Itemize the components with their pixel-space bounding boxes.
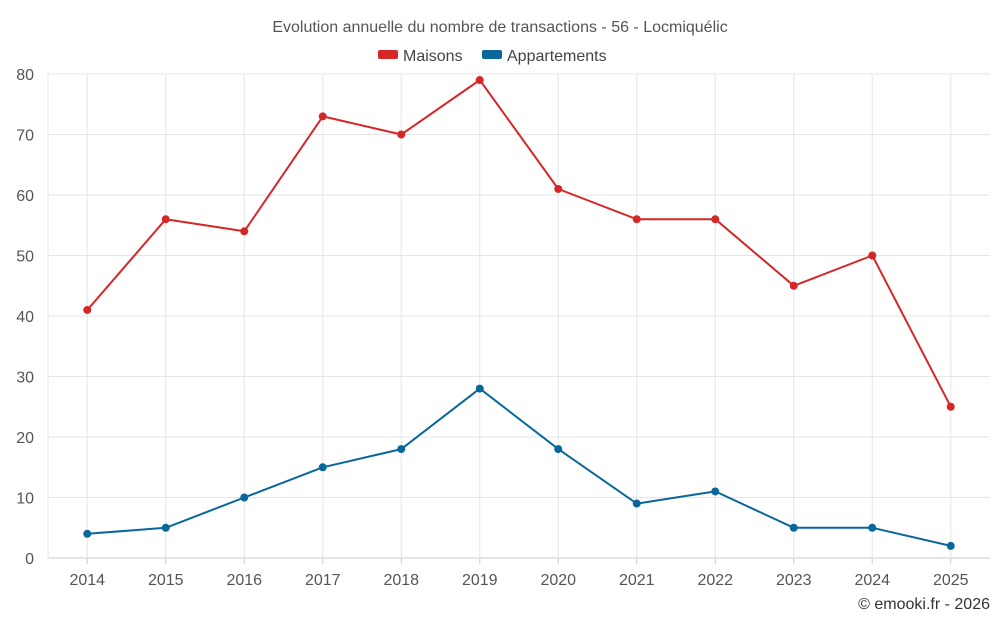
legend: Maisons Appartements <box>378 48 607 65</box>
data-point-appartements-2024[interactable] <box>868 523 877 532</box>
y-tick-label: 0 <box>25 551 34 568</box>
data-point-appartements-2015[interactable] <box>161 523 170 532</box>
data-point-maisons-2016[interactable] <box>240 227 249 236</box>
data-point-maisons-2017[interactable] <box>318 112 327 121</box>
y-tick-label: 50 <box>16 249 34 266</box>
legend-swatch-appartements <box>482 50 502 59</box>
grid <box>47 73 990 559</box>
y-axis: 0 10 20 30 40 50 60 70 80 <box>16 67 34 568</box>
credit-text: © emooki.fr - 2026 <box>858 596 990 613</box>
data-point-appartements-2023[interactable] <box>789 523 798 532</box>
data-point-maisons-2018[interactable] <box>397 130 406 139</box>
data-point-appartements-2022[interactable] <box>711 487 720 496</box>
data-point-maisons-2024[interactable] <box>868 251 877 260</box>
data-point-maisons-2019[interactable] <box>475 76 484 85</box>
x-tick-label: 2017 <box>305 572 341 589</box>
data-point-appartements-2018[interactable] <box>397 445 406 454</box>
data-point-maisons-2015[interactable] <box>161 215 170 224</box>
data-point-maisons-2014[interactable] <box>83 305 92 314</box>
data-point-appartements-2025[interactable] <box>946 541 955 550</box>
chart-title: Evolution annuelle du nombre de transact… <box>272 19 727 36</box>
data-point-appartements-2017[interactable] <box>318 463 327 472</box>
series-points <box>83 76 955 550</box>
data-point-maisons-2021[interactable] <box>632 215 641 224</box>
series-line-appartements <box>87 387 952 547</box>
y-tick-label: 70 <box>16 128 34 145</box>
x-tick-label: 2015 <box>148 572 184 589</box>
y-tick-label: 80 <box>16 67 34 84</box>
x-tick-label: 2025 <box>933 572 969 589</box>
data-point-maisons-2020[interactable] <box>554 184 563 193</box>
y-tick-label: 60 <box>16 188 34 205</box>
y-tick-label: 30 <box>16 370 34 387</box>
data-point-maisons-2022[interactable] <box>711 215 720 224</box>
legend-item-maisons[interactable]: Maisons <box>378 48 463 65</box>
data-point-maisons-2025[interactable] <box>946 402 955 411</box>
legend-item-appartements[interactable]: Appartements <box>482 48 607 65</box>
data-point-appartements-2014[interactable] <box>83 529 92 538</box>
x-tick-label: 2016 <box>226 572 262 589</box>
x-tick-label: 2022 <box>697 572 733 589</box>
x-tick-label: 2014 <box>69 572 105 589</box>
x-tick-label: 2023 <box>776 572 812 589</box>
legend-label-appartements: Appartements <box>507 48 607 65</box>
x-tick-label: 2024 <box>854 572 890 589</box>
y-tick-label: 40 <box>16 309 34 326</box>
data-point-appartements-2019[interactable] <box>475 384 484 393</box>
y-tick-label: 20 <box>16 430 34 447</box>
data-point-appartements-2021[interactable] <box>632 499 641 508</box>
series-lines <box>86 79 952 547</box>
x-tick-label: 2019 <box>462 572 498 589</box>
x-tick-label: 2021 <box>619 572 655 589</box>
x-tick-label: 2018 <box>383 572 419 589</box>
x-tick-label: 2020 <box>540 572 576 589</box>
data-point-maisons-2023[interactable] <box>789 281 798 290</box>
data-point-appartements-2016[interactable] <box>240 493 249 502</box>
y-tick-label: 10 <box>16 491 34 508</box>
legend-swatch-maisons <box>378 50 398 59</box>
series-line-maisons <box>86 79 952 408</box>
x-axis: 2014 2015 2016 2017 2018 2019 2020 2021 2022 2023… <box>69 558 969 589</box>
legend-label-maisons: Maisons <box>403 48 463 65</box>
data-point-appartements-2020[interactable] <box>554 445 563 454</box>
